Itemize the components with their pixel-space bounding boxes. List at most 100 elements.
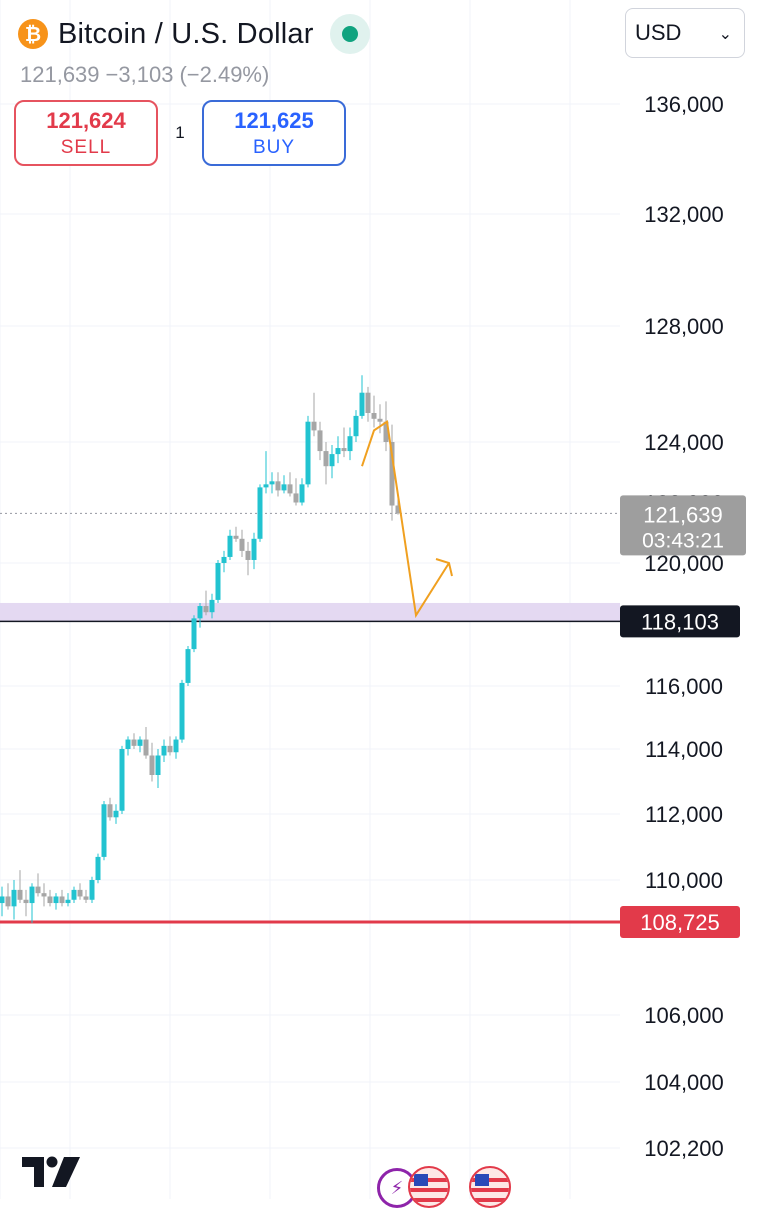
candle-body <box>221 556 227 563</box>
price-axis-tick: 124,000 <box>644 430 724 455</box>
support-zone <box>0 602 620 622</box>
candle-body <box>53 896 59 904</box>
candle-body <box>227 535 233 557</box>
us-flag-event-icon-2[interactable] <box>469 1166 511 1208</box>
candle-body <box>113 810 119 818</box>
candle-body <box>59 896 65 904</box>
candle-body <box>389 442 395 506</box>
tradingview-logo-icon[interactable] <box>22 1155 82 1189</box>
price-axis-tick: 128,000 <box>644 314 724 339</box>
price-axis-tick: 110,000 <box>645 868 723 893</box>
candle-body <box>233 535 239 539</box>
candle-body <box>23 899 29 904</box>
candle-body <box>311 421 317 431</box>
candle-body <box>41 893 47 897</box>
buy-label: BUY <box>252 136 296 158</box>
candle-body <box>293 493 299 503</box>
symbol-title[interactable]: Bitcoin / U.S. Dollar <box>58 17 314 50</box>
candle-body <box>5 896 11 907</box>
candle-body <box>35 886 41 894</box>
buy-price: 121,625 <box>234 107 314 133</box>
price-change-percent: (−2.49%) <box>179 62 270 87</box>
candle-body <box>377 418 383 422</box>
candle-body <box>167 745 173 753</box>
red-line-price-label <box>620 905 740 938</box>
candle-body <box>239 538 245 551</box>
level-price-text: 118,103 <box>641 609 719 634</box>
bitcoin-icon: ₿ <box>18 19 48 49</box>
current-price-text: 121,639 <box>643 502 723 527</box>
symbol-header: ₿ Bitcoin / U.S. Dollar 121,639 −3,103 (−2… <box>14 14 370 166</box>
candle-body <box>179 682 185 740</box>
candle-body <box>107 804 113 818</box>
candle-body <box>347 436 353 452</box>
candle-body <box>269 481 275 485</box>
projection-arrowhead <box>435 558 453 577</box>
candle-body <box>371 413 377 419</box>
candle-body <box>323 451 329 467</box>
candle-body <box>191 618 197 650</box>
candle-body <box>299 484 305 503</box>
market-open-dot-icon <box>341 26 358 42</box>
candle-body <box>89 880 95 900</box>
candle-body <box>335 448 341 455</box>
price-summary: 121,639 −3,103 (−2.49%) <box>20 62 370 88</box>
buy-button[interactable]: 121,625 BUY <box>202 100 346 166</box>
candle-body <box>329 454 335 467</box>
currency-value: USD <box>635 20 682 45</box>
candle-body <box>119 749 125 811</box>
candle-body <box>185 649 191 683</box>
candle-body <box>383 421 389 442</box>
us-flag-event-icon[interactable] <box>408 1166 450 1208</box>
candle-body <box>47 896 53 904</box>
candle-body <box>11 889 17 907</box>
spread-value: 1 <box>175 123 185 142</box>
projection-arrow <box>361 419 450 619</box>
sell-label: SELL <box>60 136 112 158</box>
candle-body <box>197 606 203 619</box>
candle-body <box>71 889 77 900</box>
price-axis-tick: 102,200 <box>644 1136 724 1161</box>
price-change: −3,103 <box>105 62 174 87</box>
currency-select[interactable]: USD ⌄ <box>625 8 745 58</box>
candle-body <box>287 484 293 494</box>
candle-body <box>131 739 137 746</box>
candle-body <box>125 739 131 749</box>
candle-body <box>359 392 365 416</box>
candle-body <box>0 896 5 904</box>
candle-body <box>95 856 101 880</box>
price-axis-tick: 104,000 <box>644 1070 724 1095</box>
candle-body <box>281 484 287 491</box>
candle-body <box>83 896 89 900</box>
candle-body <box>149 755 155 775</box>
candle-body <box>29 886 35 904</box>
trade-panel: 121,624 SELL 1 121,625 BUY <box>14 100 370 166</box>
price-axis-tick: 112,000 <box>645 802 723 827</box>
price-axis-tick: 136,000 <box>644 92 724 117</box>
candle-body <box>365 392 371 413</box>
price-axis-tick: 114,000 <box>645 737 723 762</box>
market-status[interactable] <box>329 14 370 54</box>
candle-body <box>245 550 251 560</box>
candle-body <box>305 421 311 485</box>
sell-button[interactable]: 121,624 SELL <box>14 100 158 166</box>
candle-body <box>101 804 107 857</box>
candle-body <box>341 448 347 452</box>
candle-body <box>161 745 167 756</box>
candle-body <box>275 481 281 491</box>
level-price-label <box>620 605 740 638</box>
countdown-text: 03:43:21 <box>642 529 724 552</box>
price-axis-tick: 106,000 <box>644 1003 724 1028</box>
sell-price: 121,624 <box>46 107 126 133</box>
candle-body <box>173 739 179 753</box>
candle-body <box>77 889 83 897</box>
red-line-price-text: 108,725 <box>640 910 720 935</box>
candle-body <box>65 899 71 904</box>
candle-body <box>17 889 23 900</box>
last-price: 121,639 <box>20 62 100 87</box>
price-axis-tick: 132,000 <box>644 202 724 227</box>
candle-body <box>143 739 149 756</box>
candle-body <box>155 755 161 775</box>
chevron-down-icon: ⌄ <box>718 23 732 43</box>
